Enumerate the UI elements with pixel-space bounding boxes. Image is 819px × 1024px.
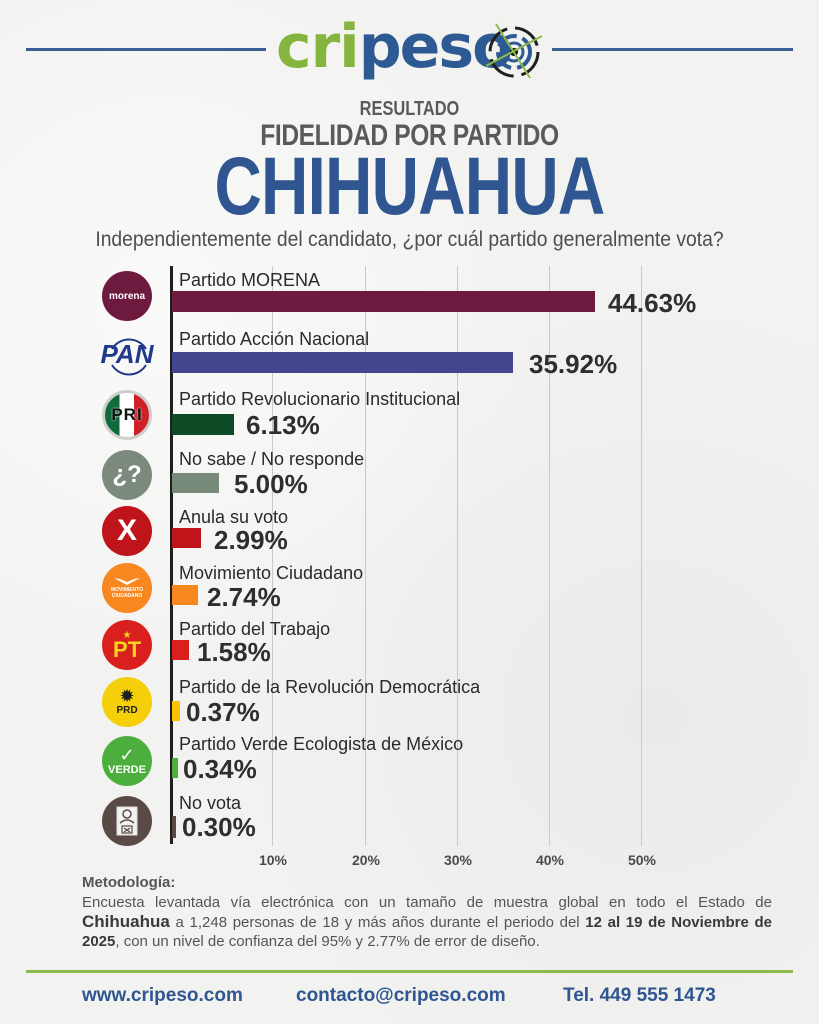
bar-anula — [172, 528, 201, 548]
methodology-part3: , con un nivel de confianza del 95% y 2.… — [115, 933, 540, 950]
bar-value: 35.92% — [529, 349, 618, 379]
prd-logo-icon: ✹ PRD — [102, 677, 152, 727]
pan-logo-icon: PAN — [100, 329, 154, 379]
bar-label: Partido Revolucionario Institucional — [179, 389, 461, 409]
bar-label: No sabe / No responde — [179, 449, 365, 469]
verde-logo-text: VERDE — [108, 764, 146, 776]
logo-wordmark-green: cri — [276, 12, 360, 82]
morena-logo-icon: morena — [102, 271, 152, 321]
logo-wordmark-blue: peso — [358, 12, 514, 82]
methodology-title: Metodología: — [82, 874, 176, 891]
bar-value: 6.13% — [246, 410, 320, 440]
bar-label: Partido MORENA — [179, 270, 321, 290]
bar-value: 0.34% — [183, 754, 257, 784]
bar-label: Partido de la Revolución Democrática — [179, 677, 481, 697]
bar-morena — [172, 291, 595, 312]
bar-value: 0.30% — [182, 812, 256, 842]
state-title: CHIHUAHUA — [214, 141, 605, 232]
bar-mc — [172, 585, 198, 605]
prd-logo-text: PRD — [116, 705, 138, 716]
gridline-50 — [641, 266, 642, 846]
x-vote-icon: X — [102, 506, 152, 556]
methodology-part2: a 1,248 personas de 18 y más años durant… — [169, 914, 586, 931]
x-tick-20: 20% — [351, 852, 381, 868]
bar-pri — [172, 414, 234, 435]
question-icon: ¿? — [102, 450, 152, 500]
sun-icon: ✹ — [119, 686, 135, 706]
bar-pan — [172, 352, 513, 373]
methodology-state: Chihuahua — [82, 912, 170, 931]
pt-logo-icon: ★ PT — [102, 620, 152, 670]
bar-label: Partido Acción Nacional — [179, 329, 370, 349]
bar-pt — [172, 640, 189, 660]
x-tick-30: 30% — [443, 852, 473, 868]
bar-label: Movimiento Ciudadano — [179, 563, 364, 583]
pan-arc-icon — [111, 338, 147, 376]
bar-verde — [172, 758, 178, 778]
bar-value: 2.74% — [207, 582, 281, 612]
verde-logo-icon: ✓ VERDE — [102, 736, 152, 786]
cripeso-logo: cripeso — [276, 14, 544, 84]
kicker-title: RESULTADO — [359, 98, 460, 120]
pan-logo-text: PAN — [100, 338, 154, 369]
bar-value: 2.99% — [214, 525, 288, 555]
x-logo-text: X — [116, 514, 137, 547]
gridline-40 — [549, 266, 550, 846]
footer-rule — [26, 970, 793, 973]
eagle-icon — [114, 578, 140, 585]
bar-label: Partido del Trabajo — [179, 619, 331, 639]
bar-no-vota — [172, 816, 176, 838]
y-axis-line — [170, 266, 173, 844]
gridline-30 — [457, 266, 458, 846]
footer-phone: Tel. 449 555 1473 — [563, 985, 716, 1006]
methodology-dates: 12 al 19 de Noviembre de 2025 — [82, 914, 772, 950]
bar-value: 0.37% — [186, 697, 260, 727]
gridline-10 — [272, 266, 273, 846]
footer-email-link[interactable]: contacto@cripeso.com — [296, 985, 506, 1006]
chart-title: FIDELIDAD POR PARTIDO — [260, 119, 559, 152]
star-icon: ★ — [122, 630, 132, 641]
bar-value: 44.63% — [608, 288, 697, 318]
gridline-20 — [365, 266, 366, 846]
ballot-icon — [116, 806, 138, 836]
methodology-part1: Encuesta levantada vía electrónica con u… — [82, 894, 772, 911]
bar-label: Anula su voto — [179, 507, 289, 527]
logo-wordmark: cripeso — [276, 12, 514, 82]
x-tick-50: 50% — [627, 852, 657, 868]
pri-logo-icon: PRI — [102, 390, 152, 440]
methodology-text: Encuesta levantada vía electrónica con u… — [82, 893, 772, 951]
pri-logo-text: PRI — [111, 405, 143, 424]
bar-label: Partido Verde Ecologista de México — [179, 734, 464, 754]
question-logo-text: ¿? — [112, 461, 142, 488]
morena-logo-text: morena — [108, 290, 146, 302]
pt-logo-text: PT — [112, 637, 142, 662]
header-rule-left — [26, 48, 266, 51]
bar-label: No vota — [179, 793, 242, 813]
bar-value: 5.00% — [234, 469, 308, 499]
x-tick-40: 40% — [535, 852, 565, 868]
x-tick-10: 10% — [258, 852, 288, 868]
no-vote-ballot-icon — [102, 796, 152, 846]
bar-prd — [172, 701, 180, 721]
toucan-check-icon: ✓ — [119, 745, 135, 765]
bar-value: 1.58% — [197, 637, 271, 667]
mc-logo-icon: MOVIMIENTO CIUDADANO — [102, 563, 152, 613]
footer-website-link[interactable]: www.cripeso.com — [82, 985, 243, 1006]
target-icon — [485, 23, 542, 79]
survey-question: Independientemente del candidato, ¿por c… — [95, 228, 724, 251]
header-rule-right — [552, 48, 793, 51]
bar-no-sabe — [172, 473, 219, 493]
mc-logo-text: MOVIMIENTO CIUDADANO — [110, 587, 144, 599]
